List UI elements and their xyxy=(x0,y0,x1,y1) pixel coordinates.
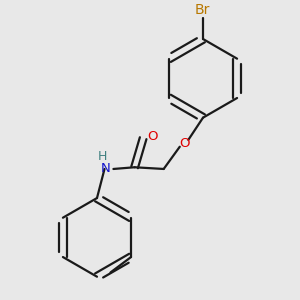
Text: O: O xyxy=(179,137,190,150)
Text: N: N xyxy=(100,163,110,176)
Text: O: O xyxy=(147,130,158,143)
Text: H: H xyxy=(98,150,107,163)
Text: Br: Br xyxy=(195,3,210,17)
